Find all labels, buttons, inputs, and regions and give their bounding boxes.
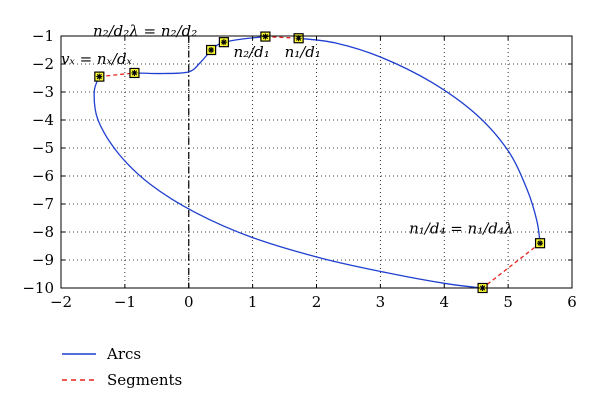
markers [94, 31, 546, 294]
x-tick-label: 5 [503, 293, 513, 311]
marker-star [96, 73, 103, 80]
annotation-label: vₓ = nₓ/dₓ [61, 50, 133, 68]
y-tick-label: −6 [32, 167, 54, 185]
marker-star [295, 35, 302, 42]
marker-star [208, 47, 215, 53]
legend: Arcs Segments [62, 345, 182, 389]
y-tick-label: −9 [32, 251, 54, 269]
vertex-marker [218, 37, 229, 48]
y-tick-label: −1 [32, 27, 54, 45]
arc-curve [93, 76, 483, 289]
marker-star [537, 240, 544, 247]
x-tick-label: 4 [439, 293, 449, 311]
x-tick-label: 0 [184, 293, 194, 311]
vertex-marker [94, 71, 105, 82]
vertex-marker [260, 31, 271, 42]
x-tick-label: 2 [312, 293, 322, 311]
marker-star [131, 69, 138, 76]
arc-curve [298, 37, 541, 244]
series [93, 35, 541, 289]
axis-ticks: −2 −1 0 1 2 3 4 5 6−1−2−3−4−5−6−7−8−9−10 [22, 27, 576, 311]
y-tick-label: −10 [22, 279, 54, 297]
x-tick-label: 1 [248, 293, 258, 311]
arc-curve [134, 49, 212, 75]
annotation-label: n₂/d₂λ = n₂/d₂ [93, 22, 197, 40]
y-tick-label: −3 [32, 83, 54, 101]
vertex-marker [534, 238, 546, 249]
vertex-marker [206, 44, 217, 56]
legend-label-segments: Segments [107, 371, 182, 389]
annotation-label: n₁/d₁ [285, 43, 321, 61]
legend-label-arcs: Arcs [106, 345, 141, 363]
segment-line [482, 242, 541, 289]
annotations: n₂/d₂λ = n₂/d₂ vₓ = nₓ/dₓ n₂/d₁ n₁/d₁ n₁/d₄ … [61, 22, 513, 237]
x-tick-label: 6 [567, 293, 577, 311]
x-tick-label: −2 [50, 293, 72, 311]
y-tick-label: −8 [32, 223, 54, 241]
annotation-label: n₁/d₄ = n₁/d₄λ [409, 219, 513, 237]
y-tick-label: −7 [32, 195, 54, 213]
vertex-marker [129, 67, 140, 79]
annotation-label: n₂/d₁ [233, 43, 269, 61]
y-tick-label: −2 [32, 55, 54, 73]
vertex-marker [293, 33, 304, 44]
marker-star [220, 39, 227, 46]
y-tick-label: −4 [32, 111, 54, 129]
segment-line [99, 72, 135, 78]
marker-star [262, 33, 269, 40]
x-tick-label: 3 [376, 293, 386, 311]
x-tick-label: −1 [114, 293, 136, 311]
arc-curve [223, 35, 266, 43]
y-tick-label: −5 [32, 139, 54, 157]
segment-line [265, 35, 299, 39]
